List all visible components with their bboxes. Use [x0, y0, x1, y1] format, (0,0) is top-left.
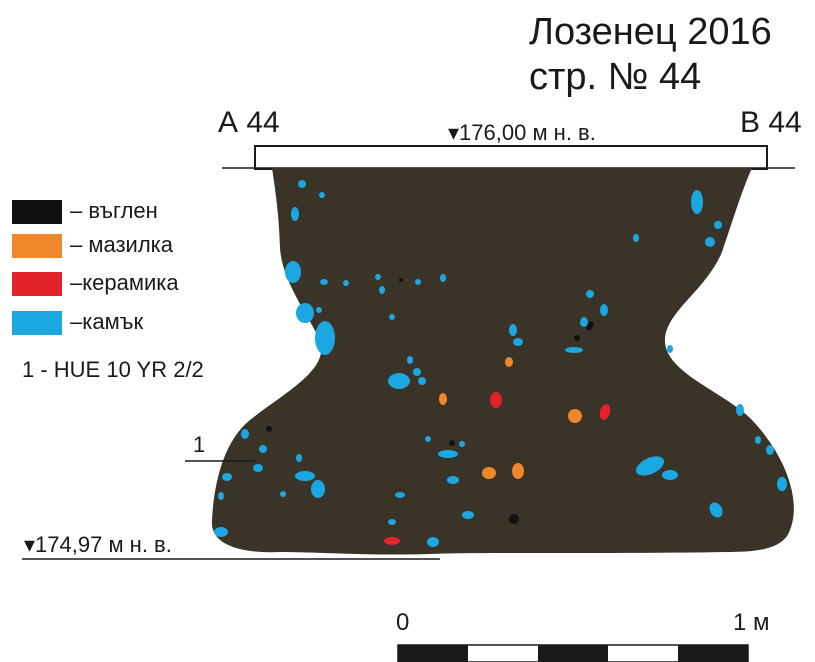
layer-label: 1 [193, 432, 206, 457]
stones [214, 180, 787, 547]
stone [565, 347, 583, 353]
top-elevation: ▾176,00 м н. в. [448, 120, 596, 145]
stone [343, 280, 349, 286]
stone [259, 445, 267, 453]
stone [415, 279, 421, 285]
stone [705, 237, 715, 247]
stone [440, 274, 446, 282]
stone [691, 190, 703, 214]
stone [298, 180, 306, 188]
stone [319, 192, 325, 198]
charcoal-fragment [509, 514, 519, 524]
scale-segment [398, 645, 468, 662]
stone [296, 303, 314, 323]
stone [291, 207, 299, 221]
charcoal-fragments [266, 278, 594, 524]
plaster-fragment [482, 467, 496, 479]
stone [714, 221, 722, 229]
stone [315, 321, 335, 355]
stone [311, 480, 325, 498]
stone [388, 373, 410, 389]
scale-segment [678, 645, 748, 662]
section-frame [254, 145, 768, 170]
ceramic-fragment [384, 537, 400, 545]
stone [241, 429, 249, 439]
plaster-fragment [439, 393, 447, 405]
stone [633, 234, 639, 242]
site-title: Лозенец 2016 [529, 11, 772, 53]
stone [407, 356, 413, 364]
stone [280, 491, 286, 497]
stone [600, 304, 608, 316]
plaster-fragments [439, 357, 582, 479]
stone [388, 519, 396, 525]
stone [427, 537, 439, 547]
legend-label: –камък [70, 309, 144, 334]
stone [214, 527, 228, 537]
plaster-fragment [505, 357, 513, 367]
stone [438, 450, 458, 458]
plaster-fragment [512, 463, 524, 479]
legend-label: – мазилка [70, 232, 174, 257]
stone [418, 377, 426, 385]
stone [586, 290, 594, 298]
stone [777, 477, 787, 491]
stone [766, 445, 774, 455]
stone [447, 476, 459, 484]
stone [375, 274, 381, 280]
stone [459, 441, 465, 447]
stone [395, 492, 405, 498]
stone [462, 511, 474, 519]
stone [736, 404, 744, 416]
section-right-label: В 44 [740, 106, 802, 139]
legend-label: –керамика [70, 270, 179, 295]
section-left-label: А 44 [218, 106, 280, 139]
stone [755, 436, 761, 444]
stone [253, 464, 263, 472]
charcoal-fragment [399, 278, 403, 282]
scale-end-label: 1 м [733, 609, 770, 636]
stone [580, 317, 588, 327]
legend-swatch [12, 200, 62, 224]
stone [667, 345, 673, 353]
stone [413, 368, 421, 376]
scale-start-label: 0 [396, 609, 410, 636]
stone [513, 338, 523, 346]
stone [320, 279, 328, 285]
charcoal-fragment [449, 440, 455, 446]
charcoal-fragment [586, 321, 594, 331]
legend-label: – въглен [70, 198, 158, 223]
ceramic-fragment [490, 392, 502, 408]
stone [218, 492, 224, 500]
stone [425, 436, 431, 442]
ceramic-fragments [384, 392, 611, 545]
stone [635, 456, 665, 476]
pit-fill [211, 168, 794, 555]
ceramic-fragment [599, 404, 611, 420]
charcoal-fragment [266, 426, 272, 432]
stone [379, 286, 385, 294]
legend-swatch [12, 311, 62, 335]
stone [389, 314, 395, 320]
charcoal-fragment [574, 335, 580, 341]
legend-swatch [12, 272, 62, 296]
page-number: стр. № 44 [529, 56, 702, 98]
soil-description: 1 - HUE 10 YR 2/2 [22, 357, 204, 382]
stone [296, 454, 302, 462]
stone [662, 470, 678, 480]
legend-swatch [12, 234, 62, 258]
stone [709, 502, 723, 518]
stone [509, 324, 517, 336]
stone [295, 471, 315, 481]
stone [285, 261, 301, 283]
scale-bar [397, 644, 749, 662]
bottom-elevation: ▾174,97 м н. в. [24, 532, 172, 557]
stone [316, 307, 322, 313]
stone [222, 473, 232, 481]
scale-segment [538, 645, 608, 662]
plaster-fragment [568, 409, 582, 423]
